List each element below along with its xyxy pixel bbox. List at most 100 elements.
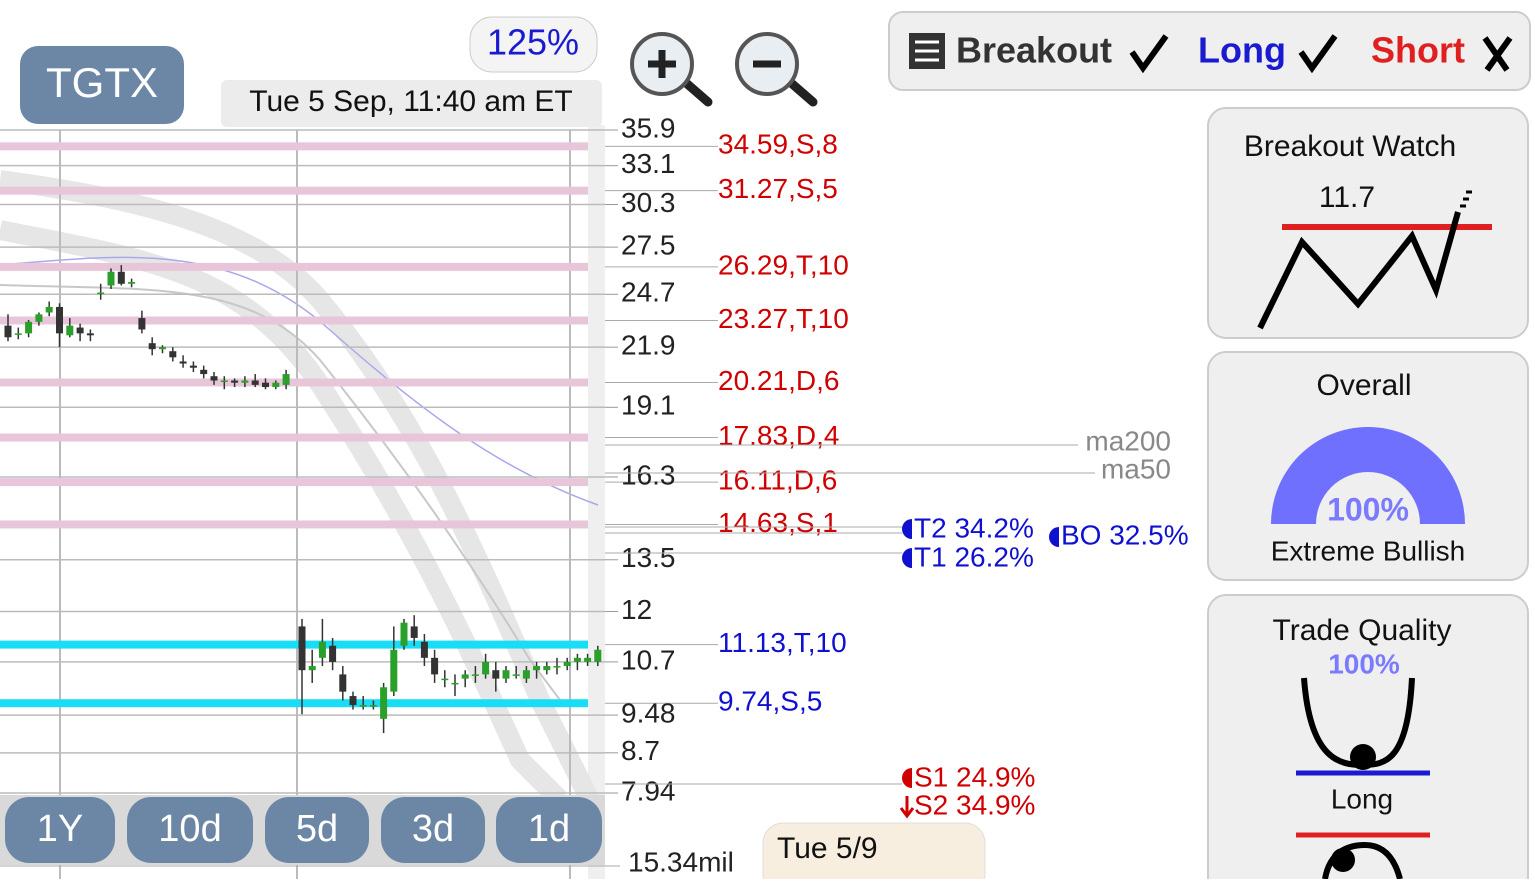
ticker[interactable]: TGTX — [46, 59, 158, 106]
candle-body — [262, 382, 269, 388]
period-label[interactable]: 1d — [528, 808, 570, 850]
y-tick-label: 12 — [621, 594, 652, 625]
candle-body — [210, 376, 218, 381]
period-button[interactable] — [265, 797, 369, 863]
ball — [1331, 848, 1355, 872]
candle-body — [14, 333, 22, 335]
quality-percent: 100% — [1328, 648, 1400, 679]
candle-body — [66, 325, 74, 336]
candle-body — [380, 687, 388, 719]
ticker-button[interactable] — [20, 46, 184, 124]
period-button[interactable] — [496, 797, 602, 863]
panel-title: Trade Quality — [1273, 614, 1452, 647]
level-label: 23.27,T,10 — [718, 303, 849, 334]
level-band — [0, 186, 588, 195]
y-tick-label: 21.9 — [621, 330, 676, 361]
ball — [1350, 744, 1376, 770]
period-label[interactable]: 5d — [296, 808, 338, 850]
candle-body — [76, 327, 84, 334]
level-band — [0, 640, 588, 649]
volume-label: 15.34mil — [628, 846, 734, 877]
candle-body — [318, 641, 326, 658]
candle-body — [502, 670, 510, 679]
candle-body — [200, 369, 208, 375]
cross-mark — [1482, 36, 1513, 72]
candle-body — [410, 626, 418, 638]
candle-body — [482, 661, 490, 675]
zoom-out[interactable] — [735, 32, 818, 107]
level-label: 11.13,T,10 — [718, 627, 847, 658]
candle-body — [220, 380, 228, 383]
candle-body — [138, 318, 146, 330]
band-shade — [0, 170, 599, 805]
candle-body — [4, 325, 12, 338]
candle-body — [512, 674, 520, 676]
pattern-line — [1257, 211, 1461, 330]
candle-body — [359, 705, 367, 707]
level-band — [0, 142, 588, 151]
period-button[interactable] — [127, 797, 253, 863]
level-band — [0, 478, 588, 487]
zoom-level[interactable]: 125% — [487, 22, 579, 63]
target-label: T2 34.2% — [914, 512, 1034, 543]
candle-body — [282, 374, 290, 385]
target-icon — [899, 796, 915, 819]
period-label[interactable]: 10d — [158, 808, 221, 850]
period-button[interactable] — [5, 797, 115, 863]
zoom-pill[interactable] — [469, 16, 598, 73]
scroll-strip — [588, 125, 605, 879]
candle-body — [97, 292, 105, 295]
target-icon — [902, 548, 912, 568]
y-tick-label: 13.5 — [621, 542, 676, 573]
candle-body — [35, 314, 43, 322]
candle-body — [251, 380, 259, 385]
candle-body — [563, 661, 571, 667]
chart-shading — [0, 130, 599, 879]
y-tick-label: 24.7 — [621, 277, 676, 308]
panel[interactable] — [1207, 107, 1529, 339]
candle-body — [522, 670, 530, 679]
level-label: 16.11,D,6 — [718, 464, 837, 495]
candle-body — [584, 657, 592, 662]
check-mark — [1298, 34, 1338, 74]
panel-title: Overall — [1316, 369, 1411, 402]
signal-long: Long — [1198, 30, 1286, 71]
candle-body — [189, 365, 197, 368]
candle-body — [329, 645, 337, 662]
candle-body — [272, 382, 280, 388]
candle-body — [339, 674, 347, 692]
zoom-in[interactable] — [630, 32, 713, 107]
candle-body — [451, 682, 459, 685]
overall-rating: Extreme Bullish — [1271, 535, 1466, 566]
signals-box — [888, 11, 1531, 91]
icon-lines — [915, 40, 939, 62]
y-tick-label: 8.7 — [621, 735, 660, 766]
candle-body — [45, 306, 53, 313]
ma-label: ma50 — [1101, 453, 1171, 484]
panel[interactable] — [1207, 594, 1529, 884]
candle-body — [400, 622, 408, 646]
candle-body — [148, 343, 156, 350]
candle-body — [594, 649, 602, 662]
gauge — [1271, 427, 1465, 524]
period-button[interactable] — [381, 797, 485, 863]
ma-line — [0, 256, 599, 506]
level-label: 34.59,S,8 — [718, 129, 838, 160]
target-icon — [1049, 527, 1059, 547]
target-label: BO 32.5% — [1061, 519, 1189, 550]
ma-line — [0, 284, 561, 701]
y-tick-label: 19.1 — [621, 390, 676, 421]
y-tick-label: 9.48 — [621, 697, 676, 728]
target-label: T1 26.2% — [914, 541, 1034, 572]
candle-body — [56, 306, 63, 334]
period-label[interactable]: 3d — [412, 808, 454, 850]
quality-direction: Long — [1331, 783, 1393, 814]
candle-body — [25, 321, 33, 334]
candle-body — [179, 361, 187, 364]
level-band — [0, 316, 588, 325]
period-label[interactable]: 1Y — [37, 808, 83, 850]
target-icon — [902, 519, 912, 539]
breakout-price: 11.7 — [1319, 181, 1375, 214]
y-tick-label: 33.1 — [621, 148, 676, 179]
menu-icon[interactable] — [909, 33, 945, 69]
